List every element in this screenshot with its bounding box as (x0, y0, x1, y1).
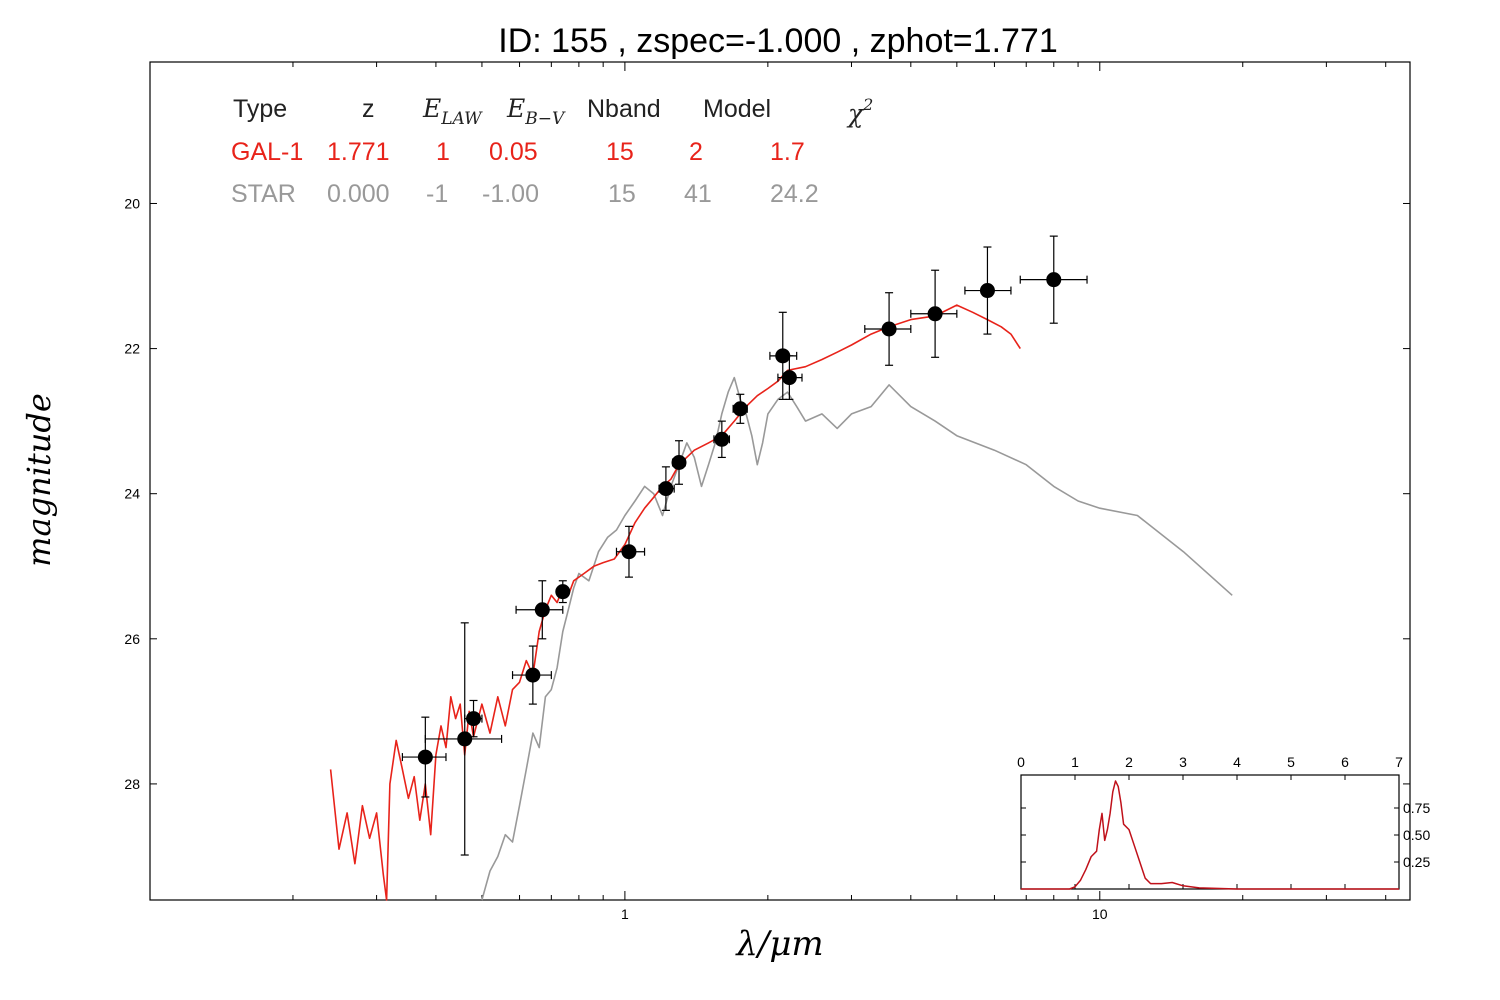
inset-x-tick-label: 6 (1341, 754, 1349, 770)
fit-results-table: Type z ELAW EB−V Nband Model χ2 GAL-1 1.… (231, 94, 873, 208)
photometry-marker (658, 481, 674, 497)
photometry-marker (732, 401, 748, 417)
inset-x-tick-label: 2 (1125, 754, 1133, 770)
inset-x-tick-label: 4 (1233, 754, 1241, 770)
star-model-line (481, 376, 1233, 901)
inset-y-tick-label: 0.25 (1403, 854, 1430, 870)
header-ebv: EB−V (506, 94, 566, 129)
gal-type: GAL-1 (231, 138, 303, 166)
inset-x-tick-label: 3 (1179, 754, 1187, 770)
star-chi2: 24.2 (770, 180, 819, 208)
chart-title: ID: 155 , zspec=-1.000 , zphot=1.771 (498, 22, 1058, 60)
photometry-marker (979, 283, 995, 299)
inset-frame (1020, 774, 1400, 890)
header-type: Type (233, 95, 287, 123)
star-elaw: -1 (426, 180, 448, 208)
photometry-point (777, 355, 803, 400)
y-tick-label: 24 (124, 486, 140, 502)
photometry-point (424, 622, 503, 856)
photometry-point (658, 466, 675, 511)
header-model: Model (703, 95, 771, 123)
photometry-point (671, 440, 687, 485)
photometry-marker (714, 431, 730, 447)
row-star: STAR 0.000 -1 -1.00 15 41 24.2 (231, 180, 819, 208)
photometry-marker (621, 544, 637, 560)
gal-elaw: 1 (436, 138, 450, 166)
photometry-point (555, 580, 571, 604)
photometry-marker (457, 731, 473, 747)
photometry-point (464, 699, 483, 738)
photometry-marker (525, 667, 541, 683)
galaxy-model-path (329, 304, 1021, 901)
photometry-marker (881, 321, 897, 337)
photometry-marker (534, 602, 550, 618)
header-z: z (362, 95, 375, 123)
header-elaw: ELAW (422, 94, 483, 129)
gal-nband: 15 (606, 138, 634, 166)
y-axis-label: magnitude (20, 393, 58, 567)
star-model: 41 (684, 180, 712, 208)
inset-x-tick-label: 7 (1395, 754, 1403, 770)
inset-axis-ticks: 0 1 2 3 4 5 6 7 0.25 0.50 0.75 (1017, 754, 1430, 889)
header-nband: Nband (587, 95, 661, 123)
y-tick-label: 26 (124, 631, 140, 647)
photometry-marker (781, 370, 797, 386)
gal-z: 1.771 (327, 138, 390, 166)
photometry-point (732, 393, 748, 424)
photometry-point (615, 525, 646, 578)
star-model-path (481, 376, 1233, 901)
gal-ebv: 0.05 (489, 138, 538, 166)
star-nband: 15 (608, 180, 636, 208)
star-type: STAR (231, 180, 296, 208)
photometry-point (964, 246, 1012, 335)
main-plot-frame (149, 61, 1411, 901)
inset-pdf-line (1021, 780, 1399, 890)
inset-x-tick-label: 5 (1287, 754, 1295, 770)
x-tick-label: 1 (621, 906, 629, 922)
star-z: 0.000 (327, 180, 390, 208)
inset-x-tick-label: 1 (1071, 754, 1079, 770)
inset-x-tick-label: 0 (1017, 754, 1025, 770)
inset-y-tick-label: 0.50 (1403, 827, 1430, 843)
galaxy-model-line (329, 304, 1021, 901)
photometry-marker (671, 454, 687, 470)
star-ebv: -1.00 (482, 180, 539, 208)
photometry-point (401, 716, 447, 798)
photometry-point (910, 269, 958, 358)
photometry-marker (555, 584, 571, 600)
x-axis-label: λ/μm (734, 924, 823, 964)
y-tick-label: 22 (124, 341, 140, 357)
y-tick-label: 28 (124, 776, 140, 792)
photometry-point (1019, 235, 1088, 324)
photometry-marker (927, 306, 943, 322)
photometry-marker (417, 749, 433, 765)
photometry-point (864, 292, 912, 366)
photometry-marker (1046, 272, 1062, 288)
photometry-point (713, 420, 731, 459)
photometry-marker (775, 348, 791, 364)
photometry-point (511, 645, 552, 705)
photometry-points (401, 235, 1088, 856)
inset-pdf-z: 0 1 2 3 4 5 6 7 0.25 0.50 0.75 (1017, 754, 1430, 890)
y-tick-label: 20 (124, 195, 140, 211)
gal-chi2: 1.7 (770, 138, 805, 166)
inset-y-tick-label: 0.75 (1403, 800, 1430, 816)
gal-model: 2 (689, 138, 703, 166)
photometry-point (515, 580, 564, 640)
x-tick-label: 10 (1092, 906, 1108, 922)
photometry-marker (466, 711, 482, 727)
inset-pdf-path (1021, 780, 1399, 890)
header-chi2: χ2 (846, 95, 873, 128)
row-gal: GAL-1 1.771 1 0.05 15 2 1.7 (231, 138, 805, 166)
